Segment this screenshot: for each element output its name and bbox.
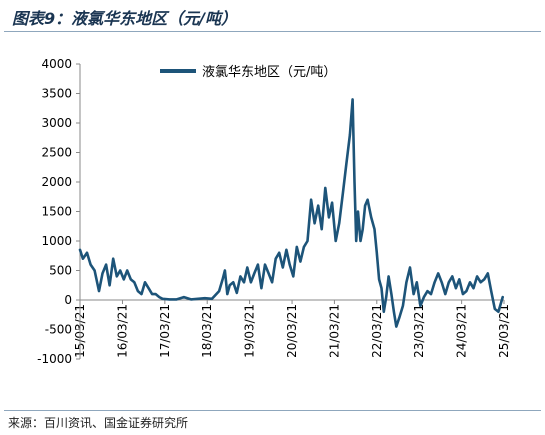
series-line xyxy=(78,98,504,328)
legend: 液氯华东地区（元/吨） xyxy=(160,65,336,80)
series-group xyxy=(78,98,504,328)
x-tick-label: 19/03/21 xyxy=(243,304,257,358)
source-rule xyxy=(4,410,541,411)
y-tick-label: -500 xyxy=(45,323,72,337)
x-tick-label: 16/03/21 xyxy=(115,304,129,358)
figure-caption: 图表9：液氯华东地区（元/吨） xyxy=(12,9,237,28)
line-chart: 4000 3500 3000 2500 2000 1500 1000 500 0 -500 -100… xyxy=(37,57,511,366)
x-tick-label: 20/03/21 xyxy=(285,304,299,358)
y-axis: 4000 3500 3000 2500 2000 1500 1000 500 0 -500 -100… xyxy=(37,57,80,366)
y-tick-label: 3000 xyxy=(41,116,72,130)
x-axis: 15/03/21 16/03/21 17/03/21 18/03/21 19/03/21… xyxy=(73,300,511,358)
y-tick-label: 3500 xyxy=(41,87,72,101)
y-tick-label: 0 xyxy=(64,293,72,307)
caption-rule xyxy=(4,31,541,32)
y-tick-label: -1000 xyxy=(37,352,72,366)
y-tick-label: 1000 xyxy=(41,234,72,248)
y-tick-label: 2500 xyxy=(41,146,72,160)
x-tick-label: 21/03/21 xyxy=(327,304,341,358)
x-tick-label: 18/03/21 xyxy=(200,304,214,358)
source-note: 来源：百川资讯、国金证券研究所 xyxy=(8,416,189,430)
x-tick-label: 25/03/21 xyxy=(497,304,511,358)
axis-lines xyxy=(79,64,504,359)
y-tick-label: 4000 xyxy=(41,57,72,71)
x-tick-label: 17/03/21 xyxy=(158,304,172,358)
x-tick-label: 23/03/21 xyxy=(412,304,426,358)
legend-label: 液氯华东地区（元/吨） xyxy=(202,65,336,80)
x-tick-label: 22/03/21 xyxy=(370,304,384,358)
y-tick-label: 1500 xyxy=(41,205,72,219)
y-tick-label: 2000 xyxy=(41,175,72,189)
x-tick-label: 24/03/21 xyxy=(455,304,469,358)
y-tick-label: 500 xyxy=(49,264,72,278)
